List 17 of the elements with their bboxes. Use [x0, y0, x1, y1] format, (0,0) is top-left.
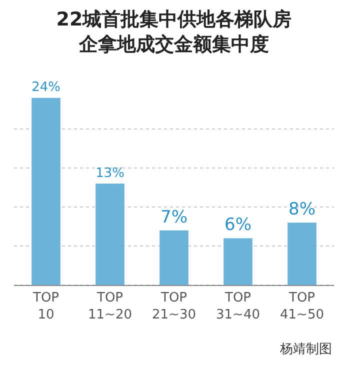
data-label: 24%	[32, 80, 60, 96]
x-tick-label: TOP 11~20	[88, 290, 132, 322]
x-tick-label: TOP 10	[32, 290, 60, 322]
data-label: 8%	[288, 200, 316, 220]
x-tick-label: TOP 41~50	[280, 290, 324, 322]
bar	[96, 184, 124, 285]
x-tick-label: TOP 31~40	[216, 290, 260, 322]
data-label: 7%	[160, 207, 188, 228]
bar	[32, 98, 60, 285]
data-label: 6%	[224, 215, 252, 236]
bar	[224, 238, 252, 285]
text: 杨靖制图	[279, 342, 332, 357]
bar	[288, 222, 316, 285]
chart-title: 22城首批集中供地各梯队房企拿地成交金额集中度	[56, 8, 292, 56]
data-label: 13%	[96, 166, 124, 181]
x-tick-label: TOP 21~30	[152, 290, 196, 322]
bar	[160, 230, 188, 285]
